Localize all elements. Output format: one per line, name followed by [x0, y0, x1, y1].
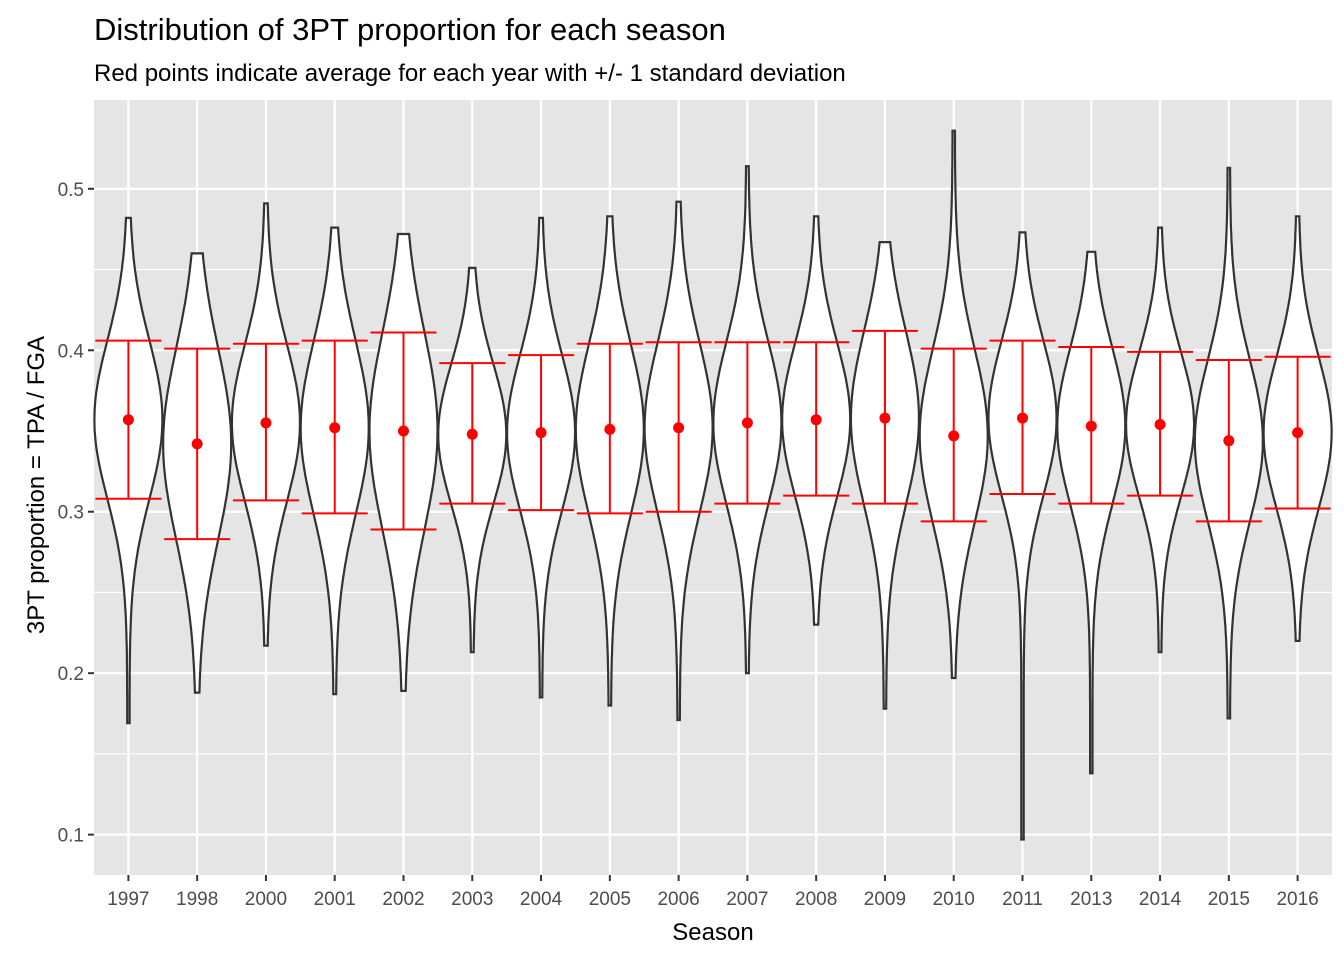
mean-point-2007: [741, 417, 753, 429]
x-tick-label: 2014: [1139, 889, 1182, 910]
x-tick-label: 2009: [864, 889, 906, 910]
x-tick-label: 2000: [245, 889, 287, 910]
x-tick-label: 2001: [314, 889, 356, 910]
mean-point-2003: [466, 428, 478, 440]
x-tick-label: 2015: [1208, 889, 1250, 910]
mean-point-2016: [1292, 427, 1304, 439]
x-axis-ticks: 1997 1998 2000 2001 2002 2003 2004 2005 2006 2007…: [107, 875, 1319, 910]
mean-point-2005: [604, 423, 616, 435]
mean-point-2011: [1017, 412, 1028, 424]
mean-point-2014: [1154, 419, 1166, 431]
chart-title: Distribution of 3PT proportion for each …: [94, 12, 726, 47]
mean-point-1998: [191, 438, 203, 450]
x-tick-label: 2007: [726, 889, 768, 910]
mean-point-2006: [673, 422, 685, 434]
mean-sd-markers: [95, 329, 1331, 541]
y-tick-label: 0.1: [58, 826, 84, 847]
mean-point-2000: [260, 417, 272, 429]
x-tick-label: 2004: [520, 889, 563, 910]
x-tick-label: 2006: [657, 889, 699, 910]
y-tick-label: 0.5: [58, 180, 84, 201]
x-tick-label: 2011: [1002, 889, 1043, 910]
y-tick-label: 0.3: [58, 503, 84, 524]
x-tick-label: 2003: [451, 889, 493, 910]
mean-point-2008: [810, 414, 822, 426]
y-axis-ticks: 0.1 0.2 0.3 0.4 0.5: [58, 180, 94, 847]
violin-2011: [987, 231, 1058, 841]
mean-point-2009: [879, 412, 891, 424]
x-axis-title: Season: [672, 919, 753, 946]
x-tick-label: 2005: [589, 889, 631, 910]
x-tick-label: 2010: [933, 889, 975, 910]
mean-point-2015: [1223, 435, 1235, 447]
x-tick-label: 2013: [1070, 889, 1112, 910]
y-tick-label: 0.2: [58, 664, 84, 685]
x-tick-label: 2008: [795, 889, 837, 910]
x-tick-label: 2016: [1276, 889, 1318, 910]
x-tick-label: 2002: [382, 889, 424, 910]
x-tick-label: 1998: [176, 889, 218, 910]
chart-subtitle: Red points indicate average for each yea…: [94, 60, 846, 87]
mean-point-2004: [535, 427, 547, 439]
mean-point-2013: [1085, 420, 1097, 432]
mean-point-2010: [948, 430, 960, 442]
mean-point-1997: [122, 414, 134, 426]
y-tick-label: 0.4: [58, 341, 85, 362]
violin-2013: [1056, 250, 1127, 775]
mean-point-2001: [329, 422, 341, 434]
plot-panel: [94, 100, 1332, 875]
mean-point-2002: [398, 425, 409, 437]
y-axis-title: 3PT proportion = TPA / FGA: [23, 336, 50, 634]
x-tick-label: 1997: [107, 889, 149, 910]
